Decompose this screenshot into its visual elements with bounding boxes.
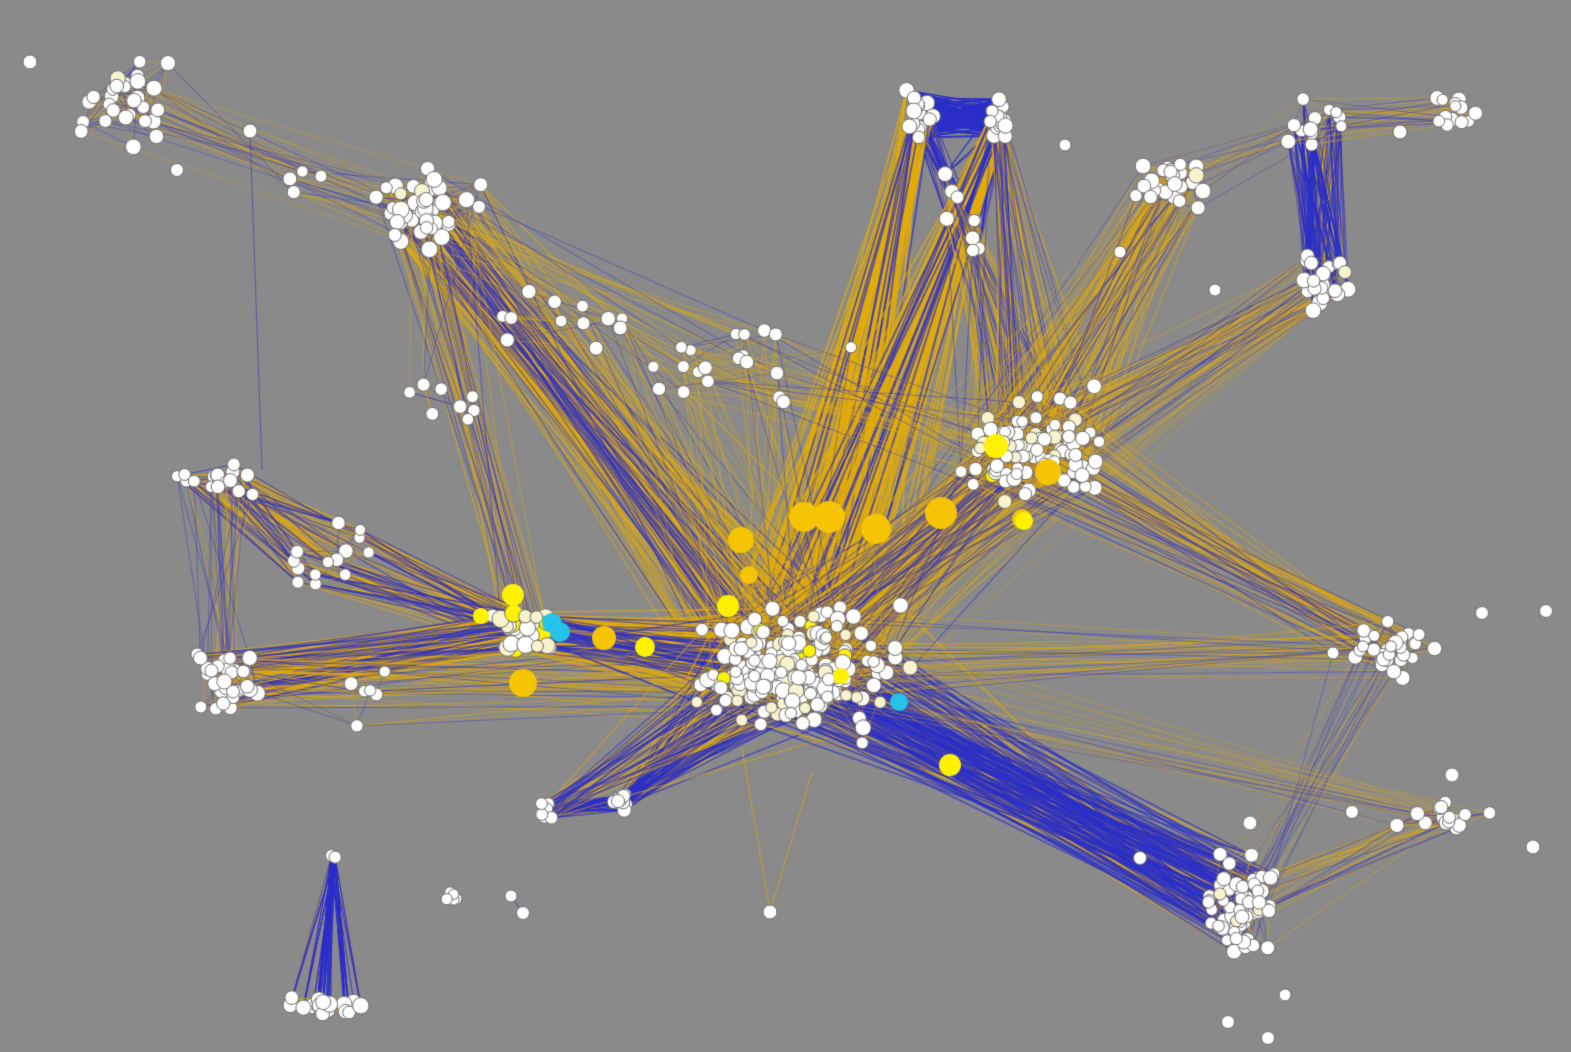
graph-viewport — [0, 0, 1571, 1052]
network-graph-canvas[interactable] — [0, 0, 1571, 1052]
